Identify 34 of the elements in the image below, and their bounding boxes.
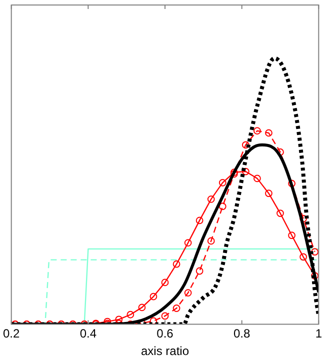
point <box>218 178 226 186</box>
point <box>288 180 296 188</box>
x-tick-label: 0.6 <box>156 326 174 341</box>
point <box>161 278 169 286</box>
point <box>150 292 158 300</box>
point <box>207 195 215 203</box>
point <box>265 190 272 198</box>
point <box>161 312 169 320</box>
point <box>311 272 319 280</box>
x-tick-label: 1 <box>315 326 322 341</box>
x-tick-label: 0.8 <box>233 326 250 341</box>
point <box>126 310 134 318</box>
x-tick-label: 0.2 <box>2 326 20 341</box>
point <box>254 174 261 182</box>
point <box>242 168 250 176</box>
point <box>172 260 180 268</box>
x-axis-title: axis ratio <box>140 344 190 358</box>
point <box>218 202 226 210</box>
point <box>276 210 284 217</box>
point <box>311 248 319 256</box>
point <box>184 289 192 297</box>
point <box>172 304 180 312</box>
point <box>115 316 123 324</box>
point <box>196 216 204 224</box>
point <box>184 239 192 247</box>
point <box>242 141 250 149</box>
point <box>288 232 296 240</box>
point <box>300 253 307 261</box>
point <box>196 267 204 275</box>
point <box>207 237 215 245</box>
point <box>138 304 146 312</box>
x-tick-label: 0.4 <box>80 326 97 341</box>
point <box>254 127 261 135</box>
point <box>265 129 272 137</box>
